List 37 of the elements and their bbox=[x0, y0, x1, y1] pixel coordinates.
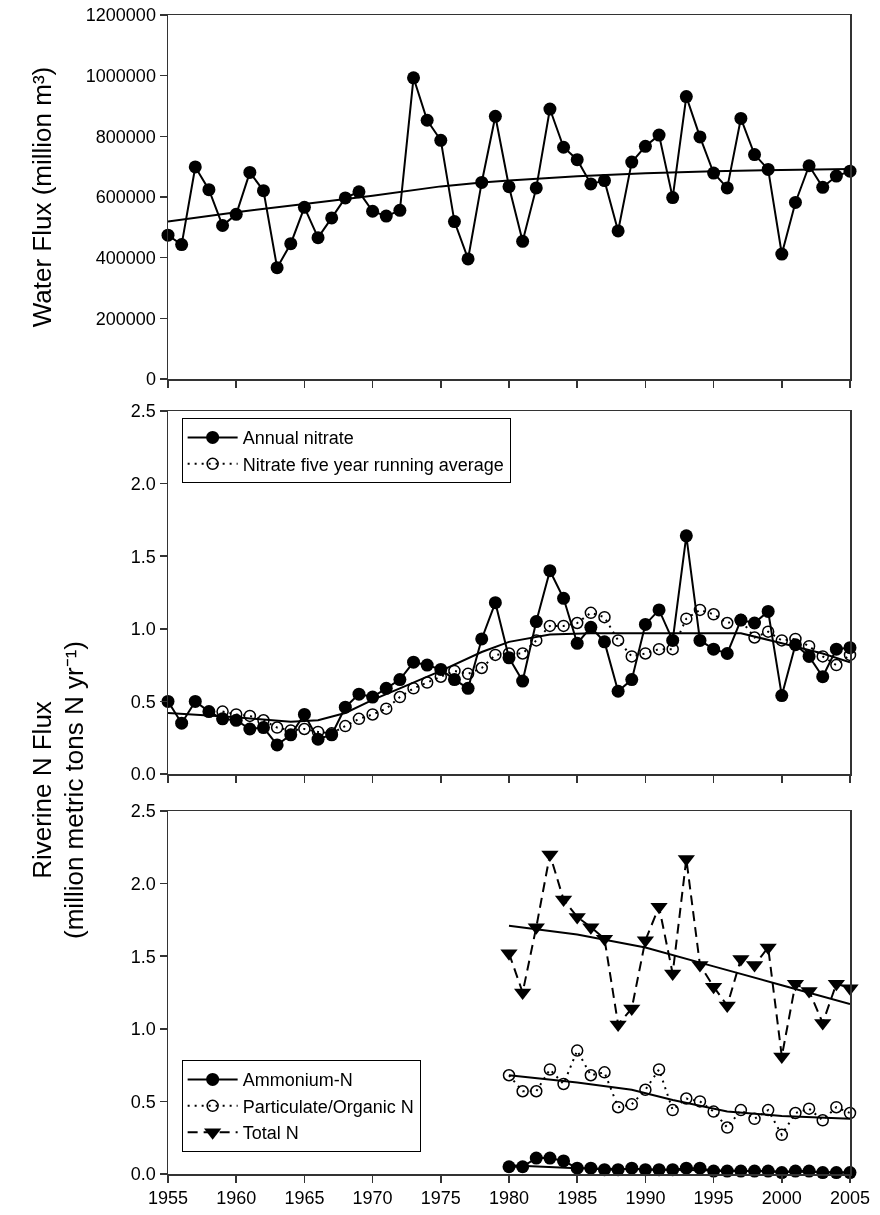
y-tick-label: 1.0 bbox=[130, 1019, 156, 1040]
y-axis-title: Riverine N Flux (million metric tons N yr⁻¹) bbox=[26, 641, 90, 939]
y-tick-label: 0.0 bbox=[130, 764, 156, 785]
x-tick-label: 1985 bbox=[557, 1188, 598, 1209]
y-tick-label: 2.0 bbox=[130, 873, 156, 894]
x-tick-label: 2000 bbox=[761, 1188, 802, 1209]
y-axis-title: Water Flux (million m³) bbox=[26, 66, 58, 328]
x-tick-label: 1980 bbox=[488, 1188, 530, 1209]
legend-label: Annual nitrate bbox=[242, 428, 354, 449]
y-tick-label: 200000 bbox=[95, 308, 156, 329]
x-tick-label: 1955 bbox=[147, 1188, 189, 1209]
y-tick-label: 600000 bbox=[95, 187, 156, 208]
y-tick-label: 1000000 bbox=[85, 65, 156, 86]
y-tick-label: 1.5 bbox=[130, 546, 156, 567]
legend-label: Nitrate five year running average bbox=[242, 454, 504, 475]
y-tick-label: 400000 bbox=[95, 247, 156, 268]
legend-label: Ammonium-N bbox=[242, 1070, 353, 1091]
y-tick-label: 2.5 bbox=[130, 401, 156, 422]
legend-label: Particulate/Organic N bbox=[242, 1096, 414, 1117]
y-tick-label: 2.0 bbox=[130, 473, 156, 494]
x-tick-label: 1965 bbox=[284, 1188, 325, 1209]
y-tick-label: 800000 bbox=[95, 126, 156, 147]
y-tick-label: 0.5 bbox=[130, 691, 156, 712]
y-tick-label: 1.0 bbox=[130, 619, 156, 640]
y-tick-label: 0.0 bbox=[130, 1164, 156, 1185]
legend-label: Total N bbox=[242, 1123, 299, 1144]
x-tick-label: 1995 bbox=[693, 1188, 734, 1209]
y-tick-label: 1.5 bbox=[130, 946, 156, 967]
x-tick-label: 2005 bbox=[829, 1188, 871, 1209]
y-tick-label: 0.5 bbox=[130, 1091, 156, 1112]
y-tick-label: 1200000 bbox=[85, 5, 156, 26]
y-tick-label: 2.5 bbox=[130, 801, 156, 822]
x-tick-label: 1990 bbox=[625, 1188, 666, 1209]
x-tick-label: 1975 bbox=[420, 1188, 461, 1209]
x-tick-label: 1970 bbox=[352, 1188, 393, 1209]
x-tick-label: 1960 bbox=[216, 1188, 257, 1209]
y-tick-label: 0 bbox=[145, 369, 156, 390]
